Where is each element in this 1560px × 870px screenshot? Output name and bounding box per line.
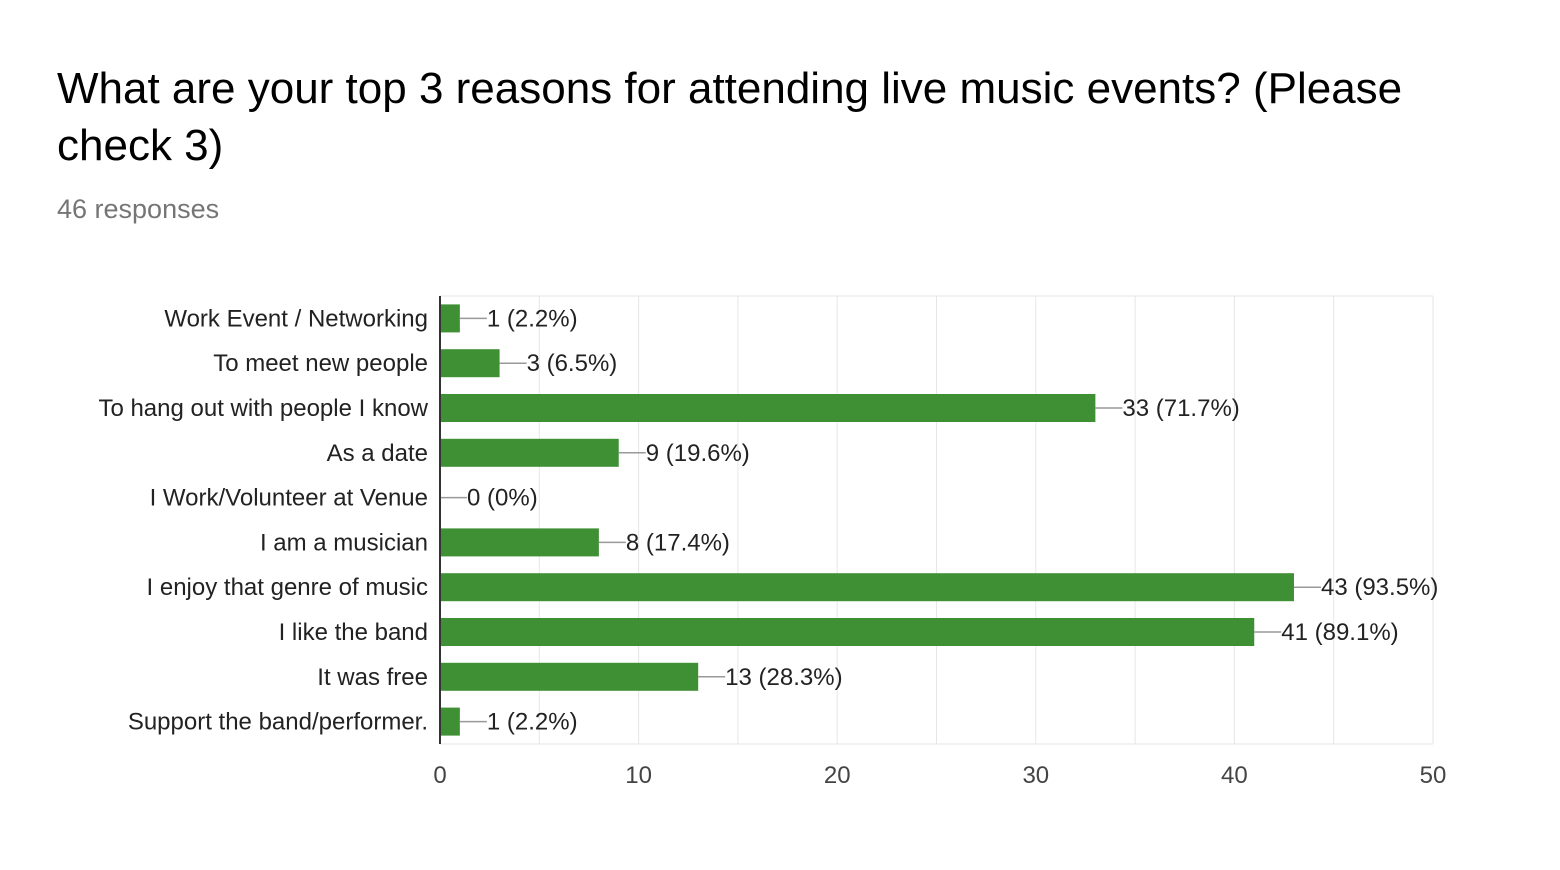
- category-label: Support the band/performer.: [128, 709, 428, 736]
- category-label: I enjoy that genre of music: [147, 574, 428, 601]
- bar: [440, 573, 1294, 602]
- data-label: 1 (2.2%): [487, 305, 578, 332]
- data-label: 0 (0%): [467, 485, 538, 512]
- bar: [440, 618, 1255, 646]
- category-label: As a date: [327, 440, 428, 467]
- category-label: I like the band: [279, 619, 428, 646]
- x-tick-label: 40: [1221, 762, 1248, 789]
- category-label: It was free: [317, 664, 428, 691]
- x-tick-label: 10: [625, 762, 652, 789]
- category-label: To meet new people: [213, 350, 428, 377]
- bar: [440, 394, 1096, 422]
- x-tick-label: 20: [824, 762, 851, 789]
- category-label: Work Event / Networking: [164, 305, 428, 332]
- bar: [440, 438, 619, 467]
- bar: [440, 528, 599, 557]
- data-label: 1 (2.2%): [487, 709, 578, 736]
- x-tick-label: 30: [1022, 762, 1049, 789]
- data-label: 3 (6.5%): [527, 350, 618, 377]
- data-label: 41 (89.1%): [1281, 619, 1398, 646]
- data-label: 9 (19.6%): [646, 440, 750, 467]
- chart-title: What are your top 3 reasons for attendin…: [57, 64, 1403, 170]
- bar: [440, 707, 460, 736]
- data-label: 43 (93.5%): [1321, 574, 1438, 601]
- category-label: I Work/Volunteer at Venue: [150, 485, 428, 512]
- data-label: 8 (17.4%): [626, 529, 730, 556]
- response-count: 46 responses: [57, 194, 220, 224]
- bar: [440, 662, 699, 691]
- data-label: 13 (28.3%): [725, 664, 842, 691]
- bar: [440, 304, 460, 333]
- category-label: To hang out with people I know: [98, 395, 428, 422]
- data-label: 33 (71.7%): [1122, 395, 1239, 422]
- category-label: I am a musician: [260, 529, 428, 556]
- x-tick-label: 0: [433, 762, 446, 789]
- bar: [440, 349, 500, 378]
- x-tick-label: 50: [1420, 762, 1447, 789]
